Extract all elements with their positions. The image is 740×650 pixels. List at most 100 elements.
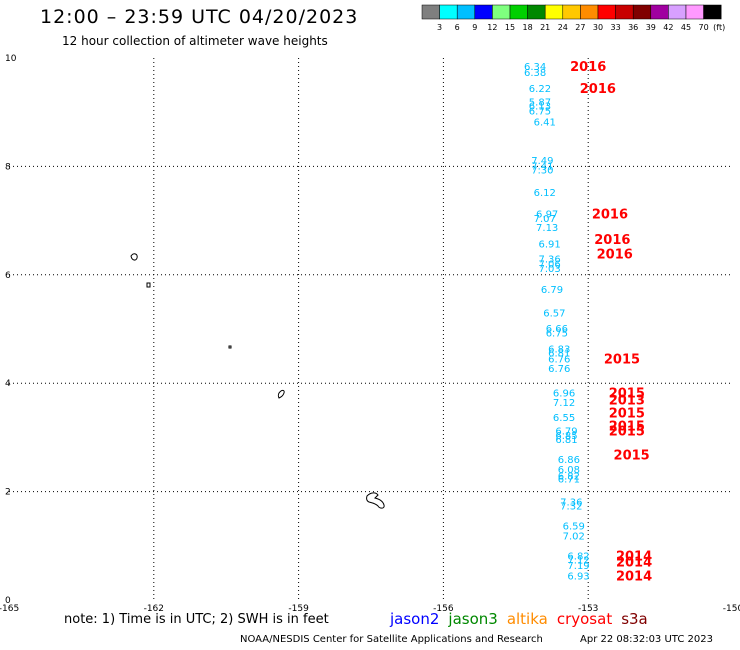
wave-height-label: 6.41 xyxy=(534,117,556,128)
wave-height-label: 7.12 xyxy=(553,398,575,409)
generated-timestamp: Apr 22 08:32:03 UTC 2023 xyxy=(580,634,713,645)
satellite-altika: altika xyxy=(506,610,548,628)
y-tick-label: 2 xyxy=(5,488,11,498)
wave-height-label: 6.22 xyxy=(529,84,551,95)
island-outlines xyxy=(130,253,385,509)
wave-height-label: 7.02 xyxy=(563,532,585,543)
grid-lines xyxy=(9,58,733,600)
colorbar: 3 6 9 12 15 18 21 24 27 30 33 36 39 42 45 70 (ft) xyxy=(421,4,725,32)
wave-height-label: 7.13 xyxy=(536,223,558,234)
island-outline xyxy=(130,253,138,261)
wave-height-label: 6.93 xyxy=(567,572,589,583)
wave-height-label: 7.19 xyxy=(567,561,589,572)
wave-height-label: 7.07 xyxy=(534,214,556,225)
x-tick-label: -159 xyxy=(288,604,309,614)
y-tick-label: 10 xyxy=(5,54,17,64)
cycle-label: 2014 xyxy=(616,550,652,565)
cycle-label: 2014 xyxy=(616,570,652,585)
cycle-label: 2015 xyxy=(609,386,645,401)
x-tick-label: -165 xyxy=(0,604,19,614)
wave-height-label: 6.13 xyxy=(529,102,551,113)
x-tick-label: -153 xyxy=(578,604,598,614)
wave-height-label: 7.41 xyxy=(531,161,553,172)
colorbar-label: 18 xyxy=(523,23,533,32)
colorbar-label: 12 xyxy=(487,23,497,32)
colorbar-label: 3 xyxy=(437,23,442,32)
wave-height-label: 7.30 xyxy=(531,166,553,177)
wave-height-label: 7.36 xyxy=(560,497,582,508)
chart-subtitle: 12 hour collection of altimeter wave hei… xyxy=(62,34,328,48)
colorbar-label: 36 xyxy=(628,23,638,32)
chart-title: 12:00 – 23:59 UTC 04/20/2023 xyxy=(40,6,359,28)
wave-height-label: 6.82 xyxy=(567,552,589,563)
wave-height-label: 6.57 xyxy=(543,309,565,320)
wave-height-label: 5.87 xyxy=(529,97,551,108)
wave-height-label: 6.82 xyxy=(558,471,580,482)
wave-height-label: 6.85 xyxy=(555,431,577,442)
wave-height-label: 7.12 xyxy=(567,555,589,566)
footer-note: note: 1) Time is in UTC; 2) SWH is in fe… xyxy=(64,612,329,627)
satellite-s3a: s3a xyxy=(621,610,648,628)
colorbar-label: 33 xyxy=(611,23,621,32)
x-tick-label: -162 xyxy=(144,604,164,614)
colorbar-label: 30 xyxy=(593,23,603,32)
wave-height-label: 7.49 xyxy=(531,156,553,167)
satellite-jason3: jason3 xyxy=(448,610,498,628)
cycle-label: 2016 xyxy=(597,248,633,263)
colorbar-label: 70 xyxy=(699,23,709,32)
wave-height-label: 6.83 xyxy=(548,345,570,356)
wave-height-label: 6.38 xyxy=(524,68,546,79)
wave-height-label: 6.97 xyxy=(536,210,558,221)
wave-height-label: 6.75 xyxy=(546,328,568,339)
x-tick-label: -150 xyxy=(723,604,740,614)
wave-height-label: 6.96 xyxy=(553,388,575,399)
colorbar-label: 24 xyxy=(558,23,568,32)
cycle-label: 2015 xyxy=(609,406,645,421)
wave-height-label: 6.86 xyxy=(558,455,580,466)
colorbar-label: 45 xyxy=(681,23,691,32)
wave-height-label: 6.81 xyxy=(555,435,577,446)
cycle-label: 2016 xyxy=(570,60,606,75)
wave-height-label: 6.76 xyxy=(548,364,570,375)
wave-height-label: 6.76 xyxy=(548,354,570,365)
wave-height-label: 6.81 xyxy=(548,348,570,359)
x-tick-label: -156 xyxy=(433,604,454,614)
wave-height-label: 6.66 xyxy=(546,324,568,335)
y-tick-label: 4 xyxy=(5,379,11,389)
wave-height-label: 6.59 xyxy=(563,522,585,533)
cycle-label: 2016 xyxy=(594,233,630,248)
satellite-legend: jason2 jason3 altika cryosat s3a xyxy=(390,610,657,628)
satellite-cryosat: cryosat xyxy=(556,610,613,628)
y-tick-label: 0 xyxy=(5,596,11,606)
colorbar-swatch xyxy=(703,4,722,20)
cycle-label: 2013 xyxy=(609,393,645,408)
island-outline xyxy=(228,345,232,349)
island-outline xyxy=(366,492,385,509)
wave-height-label: 6.71 xyxy=(558,475,580,486)
cycle-label: 2014 xyxy=(616,556,652,571)
colorbar-label: 15 xyxy=(505,23,515,32)
colorbar-label: 6 xyxy=(455,23,460,32)
chart-plot: -165 -162 -159 -156 -153 -150 0 2 4 6 8 10 6.346.38… xyxy=(0,54,740,614)
wave-height-label: 6.75 xyxy=(529,107,551,118)
colorbar-label: 27 xyxy=(575,23,585,32)
cycle-label: 2015 xyxy=(604,352,640,367)
colorbar-label: 9 xyxy=(472,23,477,32)
wave-height-label: 6.79 xyxy=(541,285,563,296)
cycle-label: 2016 xyxy=(592,208,628,223)
y-tick-label: 8 xyxy=(5,162,11,172)
credit-line: NOAA/NESDIS Center for Satellite Applica… xyxy=(240,634,543,645)
colorbar-label: 42 xyxy=(663,23,673,32)
axis-tick-labels: -165 -162 -159 -156 -153 -150 0 2 4 6 8 10 xyxy=(0,54,740,614)
cycle-label: 2015 xyxy=(609,424,645,439)
island-outline xyxy=(146,282,151,288)
y-tick-label: 6 xyxy=(5,271,11,281)
wave-height-label: 6.55 xyxy=(553,413,575,424)
data-labels: 6.346.386.225.876.136.756.417.497.417.30… xyxy=(524,60,652,584)
cycle-label: 2016 xyxy=(580,82,616,97)
wave-height-label: 7.32 xyxy=(560,502,582,513)
wave-height-label: 6.91 xyxy=(538,239,560,250)
wave-height-label: 7.03 xyxy=(538,264,560,275)
colorbar-label: 39 xyxy=(646,23,656,32)
wave-height-label: 6.12 xyxy=(534,188,556,199)
